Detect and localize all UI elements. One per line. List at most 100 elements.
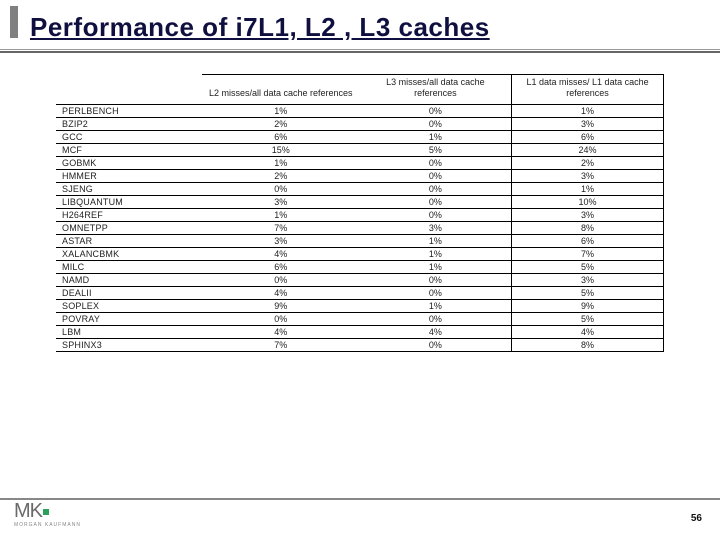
benchmark-name: SOPLEX bbox=[56, 299, 202, 312]
benchmark-name: BZIP2 bbox=[56, 117, 202, 130]
l1-miss-value: 5% bbox=[512, 286, 664, 299]
l2-miss-value: 1% bbox=[202, 208, 360, 221]
l1-miss-value: 3% bbox=[512, 169, 664, 182]
table-row: LIBQUANTUM3%0%10% bbox=[56, 195, 664, 208]
l2-miss-value: 7% bbox=[202, 338, 360, 351]
l3-miss-value: 1% bbox=[360, 260, 512, 273]
l1-miss-value: 8% bbox=[512, 338, 664, 351]
table-row: NAMD0%0%3% bbox=[56, 273, 664, 286]
l1-miss-value: 2% bbox=[512, 156, 664, 169]
benchmark-name: H264REF bbox=[56, 208, 202, 221]
table-row: HMMER2%0%3% bbox=[56, 169, 664, 182]
l2-miss-value: 4% bbox=[202, 286, 360, 299]
l3-miss-value: 0% bbox=[360, 156, 512, 169]
table-row: BZIP22%0%3% bbox=[56, 117, 664, 130]
l3-miss-value: 0% bbox=[360, 338, 512, 351]
benchmark-name: GOBMK bbox=[56, 156, 202, 169]
benchmark-name: NAMD bbox=[56, 273, 202, 286]
col-header-blank bbox=[56, 75, 202, 105]
table-row: MCF15%5%24% bbox=[56, 143, 664, 156]
l3-miss-value: 5% bbox=[360, 143, 512, 156]
l1-miss-value: 4% bbox=[512, 325, 664, 338]
page-number: 56 bbox=[691, 513, 702, 524]
l2-miss-value: 9% bbox=[202, 299, 360, 312]
l1-miss-value: 3% bbox=[512, 117, 664, 130]
col-header-l2: L2 misses/all data cache references bbox=[202, 75, 360, 105]
slide-title: Performance of i7L1, L2 , L3 caches bbox=[30, 12, 720, 43]
col-header-l3: L3 misses/all data cache references bbox=[360, 75, 512, 105]
l3-miss-value: 3% bbox=[360, 221, 512, 234]
l3-miss-value: 4% bbox=[360, 325, 512, 338]
table-row: GCC6%1%6% bbox=[56, 130, 664, 143]
l2-miss-value: 3% bbox=[202, 234, 360, 247]
l3-miss-value: 0% bbox=[360, 195, 512, 208]
benchmark-name: GCC bbox=[56, 130, 202, 143]
benchmark-name: XALANCBMK bbox=[56, 247, 202, 260]
cache-table-container: L2 misses/all data cache references L3 m… bbox=[56, 74, 664, 352]
l3-miss-value: 0% bbox=[360, 273, 512, 286]
footer: MK MORGAN KAUFMANN 56 bbox=[0, 498, 720, 526]
table-header-row: L2 misses/all data cache references L3 m… bbox=[56, 75, 664, 105]
l2-miss-value: 6% bbox=[202, 260, 360, 273]
l3-miss-value: 0% bbox=[360, 182, 512, 195]
table-row: XALANCBMK4%1%7% bbox=[56, 247, 664, 260]
l3-miss-value: 0% bbox=[360, 312, 512, 325]
benchmark-name: SPHINX3 bbox=[56, 338, 202, 351]
table-row: DEALII4%0%5% bbox=[56, 286, 664, 299]
footer-rule bbox=[0, 498, 720, 500]
l3-miss-value: 0% bbox=[360, 208, 512, 221]
table-row: H264REF1%0%3% bbox=[56, 208, 664, 221]
l1-miss-value: 10% bbox=[512, 195, 664, 208]
l2-miss-value: 7% bbox=[202, 221, 360, 234]
benchmark-name: OMNETPP bbox=[56, 221, 202, 234]
l3-miss-value: 1% bbox=[360, 130, 512, 143]
l1-miss-value: 6% bbox=[512, 234, 664, 247]
l3-miss-value: 0% bbox=[360, 286, 512, 299]
l1-miss-value: 3% bbox=[512, 273, 664, 286]
table-row: SJENG0%0%1% bbox=[56, 182, 664, 195]
table-row: MILC6%1%5% bbox=[56, 260, 664, 273]
title-bar: Performance of i7L1, L2 , L3 caches bbox=[0, 0, 720, 50]
table-row: ASTAR3%1%6% bbox=[56, 234, 664, 247]
l1-miss-value: 24% bbox=[512, 143, 664, 156]
cache-miss-table: L2 misses/all data cache references L3 m… bbox=[56, 74, 664, 352]
table-row: GOBMK1%0%2% bbox=[56, 156, 664, 169]
l1-miss-value: 1% bbox=[512, 104, 664, 117]
l3-miss-value: 1% bbox=[360, 234, 512, 247]
logo-letters: MK bbox=[14, 500, 50, 522]
table-row: SOPLEX9%1%9% bbox=[56, 299, 664, 312]
l1-miss-value: 3% bbox=[512, 208, 664, 221]
table-row: OMNETPP7%3%8% bbox=[56, 221, 664, 234]
benchmark-name: MCF bbox=[56, 143, 202, 156]
l1-miss-value: 8% bbox=[512, 221, 664, 234]
benchmark-name: DEALII bbox=[56, 286, 202, 299]
table-body: PERLBENCH1%0%1%BZIP22%0%3%GCC6%1%6%MCF15… bbox=[56, 104, 664, 351]
l2-miss-value: 1% bbox=[202, 104, 360, 117]
l2-miss-value: 0% bbox=[202, 273, 360, 286]
l2-miss-value: 2% bbox=[202, 169, 360, 182]
benchmark-name: LIBQUANTUM bbox=[56, 195, 202, 208]
l1-miss-value: 9% bbox=[512, 299, 664, 312]
benchmark-name: POVRAY bbox=[56, 312, 202, 325]
table-row: PERLBENCH1%0%1% bbox=[56, 104, 664, 117]
l3-miss-value: 0% bbox=[360, 169, 512, 182]
l3-miss-value: 1% bbox=[360, 247, 512, 260]
benchmark-name: SJENG bbox=[56, 182, 202, 195]
l3-miss-value: 0% bbox=[360, 117, 512, 130]
l3-miss-value: 1% bbox=[360, 299, 512, 312]
benchmark-name: MILC bbox=[56, 260, 202, 273]
benchmark-name: HMMER bbox=[56, 169, 202, 182]
l2-miss-value: 0% bbox=[202, 182, 360, 195]
l2-miss-value: 6% bbox=[202, 130, 360, 143]
l1-miss-value: 5% bbox=[512, 260, 664, 273]
col-header-l1: L1 data misses/ L1 data cache references bbox=[512, 75, 664, 105]
l1-miss-value: 1% bbox=[512, 182, 664, 195]
logo-dot-icon bbox=[43, 509, 49, 515]
l2-miss-value: 1% bbox=[202, 156, 360, 169]
table-row: LBM4%4%4% bbox=[56, 325, 664, 338]
l2-miss-value: 15% bbox=[202, 143, 360, 156]
benchmark-name: PERLBENCH bbox=[56, 104, 202, 117]
l2-miss-value: 0% bbox=[202, 312, 360, 325]
table-row: POVRAY0%0%5% bbox=[56, 312, 664, 325]
l2-miss-value: 4% bbox=[202, 325, 360, 338]
